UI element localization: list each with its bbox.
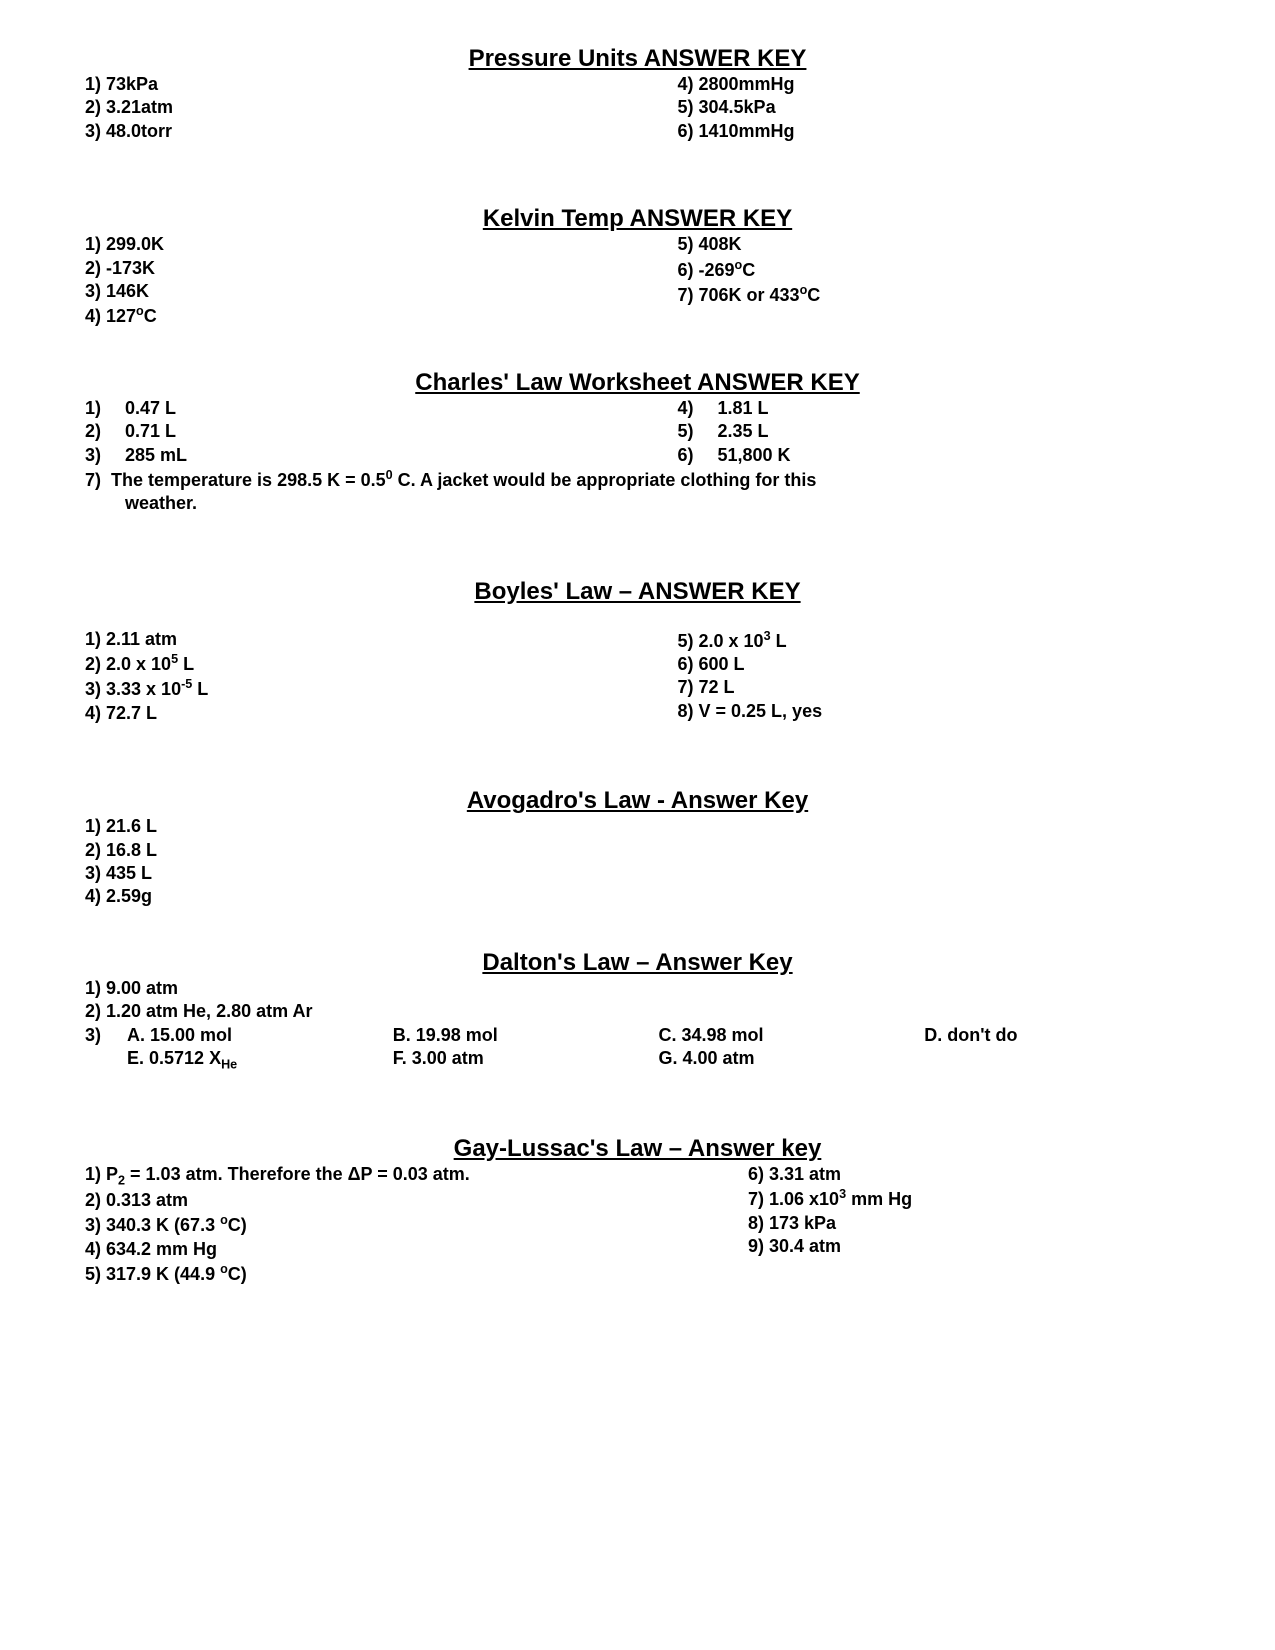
avogadro-item: 2) 16.8 L [85, 839, 1190, 862]
boyles-item: 6) 600 L [678, 653, 1191, 676]
boyles-answers: 1) 2.11 atm 2) 2.0 x 105 L 3) 3.33 x 10-… [85, 628, 1190, 726]
gaylussac-item: 6) 3.31 atm [748, 1163, 1190, 1186]
boyles-item: 1) 2.11 atm [85, 628, 598, 651]
kelvin-title: Kelvin Temp ANSWER KEY [85, 205, 1190, 233]
boyles-item: 7) 72 L [678, 676, 1191, 699]
avogadro-item: 4) 2.59g [85, 885, 1190, 908]
avogadro-item: 1) 21.6 L [85, 815, 1190, 838]
boyles-title: Boyles' Law – ANSWER KEY [85, 578, 1190, 606]
pressure-item: 2) 3.21atm [85, 96, 598, 119]
gaylussac-item: 8) 173 kPa [748, 1212, 1190, 1235]
boyles-item: 2) 2.0 x 105 L [85, 651, 598, 676]
charles-item: 6)51,800 K [678, 444, 1191, 467]
avogadro-item: 3) 435 L [85, 862, 1190, 885]
pressure-title: Pressure Units ANSWER KEY [85, 45, 1190, 73]
boyles-item: 4) 72.7 L [85, 702, 598, 725]
kelvin-item: 3) 146K [85, 280, 598, 303]
charles-note: 7) The temperature is 298.5 K = 0.50 C. … [85, 467, 1190, 492]
dalton-item: E. 0.5712 XHe F. 3.00 atm G. 4.00 atm [85, 1047, 1190, 1073]
gaylussac-answers: 1) P2 = 1.03 atm. Therefore the ΔP = 0.0… [85, 1163, 1190, 1287]
charles-item: 3)285 mL [85, 444, 598, 467]
charles-item: 5)2.35 L [678, 420, 1191, 443]
pressure-item: 1) 73kPa [85, 73, 598, 96]
kelvin-answers: 1) 299.0K 2) -173K 3) 146K 4) 127oC 5) 4… [85, 233, 1190, 329]
charles-answers: 1)0.47 L 2)0.71 L 3)285 mL 4)1.81 L 5)2.… [85, 397, 1190, 467]
dalton-item: 1) 9.00 atm [85, 977, 1190, 1000]
avogadro-answers: 1) 21.6 L 2) 16.8 L 3) 435 L 4) 2.59g [85, 815, 1190, 909]
boyles-item: 8) V = 0.25 L, yes [678, 700, 1191, 723]
dalton-item: 3) A. 15.00 mol B. 19.98 mol C. 34.98 mo… [85, 1024, 1190, 1047]
boyles-item: 5) 2.0 x 103 L [678, 628, 1191, 653]
charles-note-cont: weather. [85, 492, 1190, 515]
worksheet-page: Pressure Units ANSWER KEY 1) 73kPa 2) 3.… [0, 0, 1275, 1331]
pressure-item: 6) 1410mmHg [678, 120, 1191, 143]
kelvin-item: 5) 408K [678, 233, 1191, 256]
charles-item: 2)0.71 L [85, 420, 598, 443]
boyles-item: 3) 3.33 x 10-5 L [85, 676, 598, 701]
dalton-title: Dalton's Law – Answer Key [85, 949, 1190, 977]
gaylussac-item: 9) 30.4 atm [748, 1235, 1190, 1258]
dalton-item: 2) 1.20 atm He, 2.80 atm Ar [85, 1000, 1190, 1023]
gaylussac-title: Gay-Lussac's Law – Answer key [85, 1135, 1190, 1163]
pressure-item: 4) 2800mmHg [678, 73, 1191, 96]
pressure-answers: 1) 73kPa 2) 3.21atm 3) 48.0torr 4) 2800m… [85, 73, 1190, 143]
kelvin-item: 2) -173K [85, 257, 598, 280]
gaylussac-item: 4) 634.2 mm Hg [85, 1238, 693, 1261]
charles-item: 1)0.47 L [85, 397, 598, 420]
pressure-item: 3) 48.0torr [85, 120, 598, 143]
pressure-item: 5) 304.5kPa [678, 96, 1191, 119]
gaylussac-item: 5) 317.9 K (44.9 oC) [85, 1261, 693, 1286]
gaylussac-item: 7) 1.06 x103 mm Hg [748, 1186, 1190, 1211]
charles-item: 4)1.81 L [678, 397, 1191, 420]
gaylussac-item: 1) P2 = 1.03 atm. Therefore the ΔP = 0.0… [85, 1163, 693, 1189]
charles-title: Charles' Law Worksheet ANSWER KEY [85, 369, 1190, 397]
kelvin-item: 7) 706K or 433oC [678, 282, 1191, 307]
kelvin-item: 4) 127oC [85, 303, 598, 328]
gaylussac-item: 2) 0.313 atm [85, 1189, 693, 1212]
avogadro-title: Avogadro's Law - Answer Key [85, 787, 1190, 815]
kelvin-item: 1) 299.0K [85, 233, 598, 256]
dalton-answers: 1) 9.00 atm 2) 1.20 atm He, 2.80 atm Ar … [85, 977, 1190, 1073]
gaylussac-item: 3) 340.3 K (67.3 oC) [85, 1212, 693, 1237]
kelvin-item: 6) -269oC [678, 257, 1191, 282]
